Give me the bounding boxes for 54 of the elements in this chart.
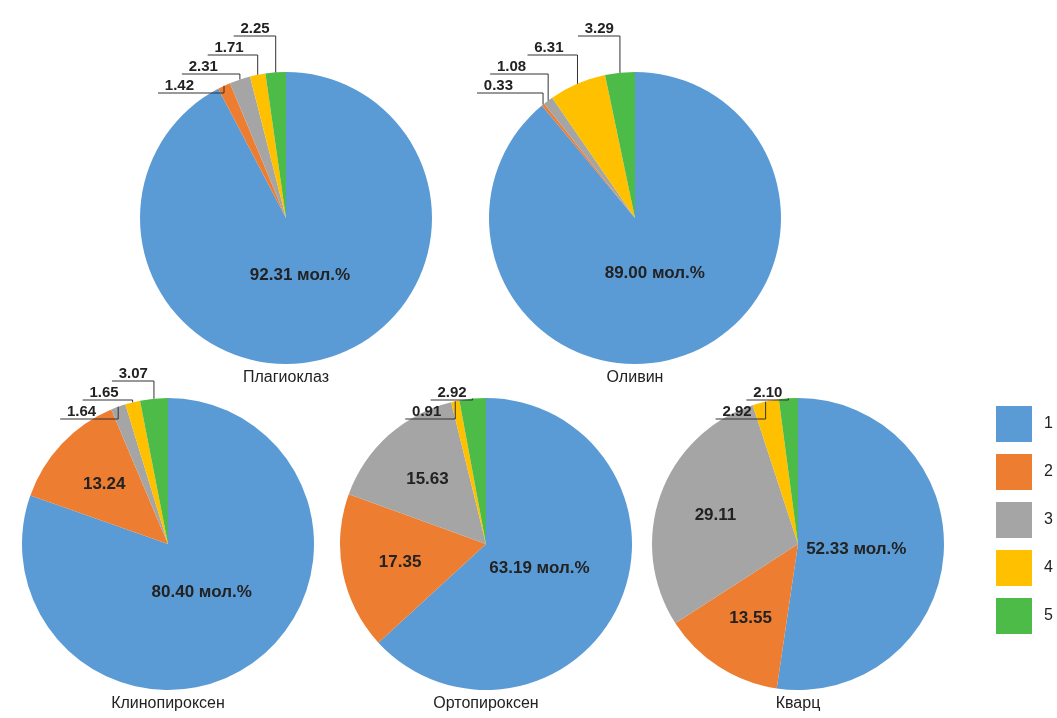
data-label: 1.71	[214, 38, 244, 55]
text: Ортопироксен	[432, 694, 540, 712]
pie-slice	[250, 73, 286, 218]
data-label: 89.00 мол.%	[604, 263, 705, 283]
pie-slice	[125, 400, 168, 544]
data-label: 2.92	[437, 383, 467, 400]
data-label: 1.64	[67, 402, 97, 419]
data-label: 80.40 мол.%	[151, 582, 252, 602]
legend-label: 4	[1044, 558, 1053, 575]
data-label: 3.07	[118, 364, 148, 381]
pie-slice	[451, 400, 486, 544]
data-label: 15.63	[406, 469, 449, 489]
data-label: 1.42	[164, 76, 194, 93]
pie-slice	[752, 399, 798, 544]
pie-slice	[140, 398, 168, 544]
text: Клинопироксен	[110, 694, 226, 712]
data-label: 52.33 мол.%	[806, 538, 907, 558]
legend-label: 5	[1044, 606, 1053, 623]
pie-slice	[459, 398, 486, 544]
data-label: 0.33	[483, 76, 514, 93]
data-label: 2.10	[753, 383, 783, 400]
data-label: 2.25	[240, 19, 270, 36]
pie-slice	[218, 83, 286, 218]
data-label: 1.65	[89, 383, 119, 400]
pie-slice	[140, 72, 432, 364]
pie-slice	[675, 544, 798, 689]
data-label: 3.29	[584, 19, 614, 36]
pie-slice	[378, 398, 632, 690]
pie-slice	[22, 398, 314, 690]
pie-slice	[552, 75, 635, 218]
legend-label: 2	[1044, 462, 1053, 479]
text: Оливин	[606, 368, 664, 385]
data-label: 13.55	[729, 608, 772, 628]
text: Кварц	[774, 694, 822, 712]
data-label: 1.08	[496, 57, 527, 74]
pie-slice	[265, 72, 286, 218]
data-label: 2.92	[722, 402, 752, 419]
data-label: 13.24	[82, 474, 127, 494]
text: Плагиоклаз	[243, 368, 329, 385]
pie-slice	[652, 405, 798, 624]
data-label: 92.31 мол.%	[249, 265, 351, 285]
data-label: 63.19 мол.%	[489, 558, 590, 578]
pie-slice	[605, 72, 635, 218]
data-label: 2.31	[188, 57, 218, 74]
data-label: 0.91	[412, 402, 442, 419]
data-label: 17.35	[378, 551, 422, 571]
data-label: 29.11	[694, 505, 737, 525]
pie-slice	[229, 76, 286, 218]
data-label: 6.31	[534, 38, 564, 55]
pie-slice	[776, 398, 944, 690]
pie-slice	[348, 402, 486, 544]
legend-label: 1	[1044, 414, 1053, 431]
legend-label: 3	[1044, 510, 1053, 527]
pie-slice	[340, 494, 486, 643]
